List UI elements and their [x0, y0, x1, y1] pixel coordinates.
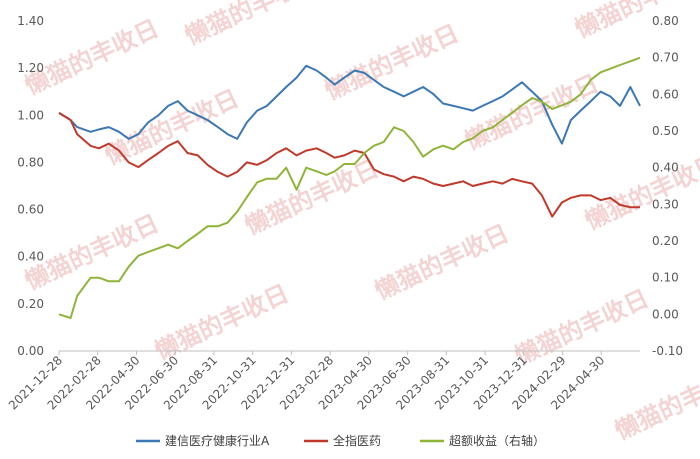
series-layer [58, 56, 641, 319]
watermark-text: 懒猫的丰收日 [371, 219, 513, 305]
watermark-text: 懒猫的丰收日 [461, 69, 603, 155]
watermark-text: 懒猫的丰收日 [181, 0, 323, 50]
legend: 建信医疗健康行业A 全指医药 超额收益（右轴） [136, 433, 545, 448]
left-y-tick-label: 0.40 [17, 250, 44, 264]
series-line-3 [58, 56, 641, 319]
watermark-text: 懒猫的丰收日 [511, 284, 653, 370]
left-y-axis: 0.00 0.20 0.40 0.60 0.80 1.00 1.20 1.40 [17, 14, 44, 358]
series-line-2 [58, 112, 640, 218]
left-y-tick-label: 0.80 [17, 155, 44, 169]
right-y-tick-label: 0.10 [652, 271, 679, 285]
watermark-text: 懒猫的丰收日 [321, 19, 463, 105]
left-y-tick-label: 0.20 [17, 297, 44, 311]
right-y-tick-label: 0.80 [652, 14, 679, 28]
watermark-text: 懒猫的丰收日 [581, 149, 700, 235]
left-y-tick-label: 1.40 [17, 14, 44, 28]
legend-label-1: 建信医疗健康行业A [165, 433, 270, 448]
watermark-text: 懒猫的丰收日 [151, 279, 293, 365]
x-axis: 2021-12-282022-02-282022-04-302022-06-30… [6, 351, 607, 412]
right-y-tick-label: 0.70 [652, 51, 679, 65]
right-y-axis: -0.10 0.00 0.10 0.20 0.30 0.40 0.50 0.60 0.70 0.8… [652, 14, 683, 358]
left-y-tick-label: 1.20 [17, 61, 44, 75]
right-y-tick-label: 0.40 [652, 161, 679, 175]
right-y-tick-label: 0.60 [652, 87, 679, 101]
watermark-text: 懒猫的丰收日 [571, 0, 700, 43]
legend-label-2: 全指医药 [333, 433, 381, 448]
left-y-tick-label: 1.00 [17, 108, 44, 122]
left-y-tick-label: 0.60 [17, 203, 44, 217]
right-y-tick-label: 0.30 [652, 197, 679, 211]
right-y-tick-label: -0.10 [652, 344, 683, 358]
right-y-tick-label: 0.20 [652, 234, 679, 248]
watermark-text: 懒猫的丰收日 [611, 359, 700, 445]
right-y-tick-label: 0.00 [652, 307, 679, 321]
watermark-text: 懒猫的丰收日 [241, 154, 383, 240]
watermark-text: 懒猫的丰收日 [101, 84, 243, 170]
left-y-tick-label: 0.00 [17, 344, 44, 358]
series-line-1 [58, 64, 641, 145]
right-y-tick-label: 0.50 [652, 124, 679, 138]
legend-label-3: 超额收益（右轴） [449, 433, 545, 448]
